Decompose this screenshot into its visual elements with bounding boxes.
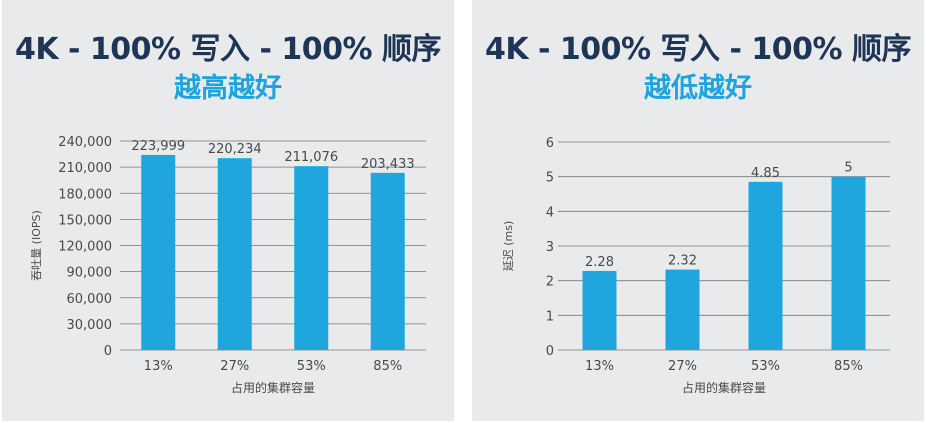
y-tick-label: 210,000	[58, 161, 112, 176]
y-tick-label: 30,000	[67, 318, 113, 333]
chart-subtitle: 越高越好	[174, 73, 282, 104]
bar-value-label: 5	[844, 161, 852, 176]
y-tick-label: 1	[546, 309, 554, 324]
chart-subtitle: 越低越好	[644, 73, 752, 104]
x-axis-title: 占用的集群容量	[231, 380, 315, 395]
bar	[217, 158, 252, 350]
bar-value-label: 211,076	[284, 150, 338, 165]
y-tick-label: 5	[546, 171, 554, 186]
x-tick-label: 27%	[668, 359, 697, 374]
y-tick-label: 0	[546, 344, 554, 359]
bar	[831, 176, 866, 350]
bar-value-label: 203,433	[361, 157, 415, 172]
y-tick-label: 0	[104, 344, 112, 359]
y-tick-label: 150,000	[58, 213, 112, 228]
x-axis-title: 占用的集群容量	[682, 380, 766, 395]
bar-value-label: 2.28	[585, 255, 614, 270]
y-tick-label: 6	[546, 136, 554, 151]
x-tick-label: 85%	[373, 359, 402, 374]
y-tick-label: 240,000	[58, 135, 112, 150]
bar	[665, 269, 700, 350]
x-tick-label: 53%	[297, 359, 326, 374]
x-tick-label: 27%	[220, 359, 249, 374]
x-tick-label: 53%	[751, 359, 780, 374]
y-tick-label: 60,000	[67, 292, 113, 307]
bar	[141, 154, 176, 350]
x-tick-label: 85%	[834, 359, 863, 374]
y-tick-label: 90,000	[67, 266, 113, 281]
bar	[370, 172, 405, 350]
x-tick-label: 13%	[585, 359, 614, 374]
y-tick-label: 2	[546, 275, 554, 290]
y-axis-title: 延迟 (ms)	[502, 221, 515, 272]
y-tick-label: 4	[546, 205, 554, 220]
y-tick-label: 120,000	[58, 240, 112, 255]
latency-chart: 0 1 2 3 4 5 6 2.28 13% 2.32 27% 4.85 53% 5 85% 占用的集群容量 延…	[502, 136, 890, 395]
bar-value-label: 223,999	[131, 139, 185, 154]
chart-title: 4K - 100% 写入 - 100% 顺序	[14, 32, 442, 67]
bar	[294, 166, 329, 350]
bar	[582, 270, 617, 350]
y-tick-label: 180,000	[58, 187, 112, 202]
bar	[748, 181, 783, 350]
chart-title: 4K - 100% 写入 - 100% 顺序	[484, 32, 912, 67]
x-tick-label: 13%	[144, 359, 173, 374]
chart-panel-latency: 4K - 100% 写入 - 100% 顺序 越低越好 0 1 2 3 4 5 6 2.28 1…	[472, 0, 924, 421]
bar-value-label: 2.32	[668, 254, 697, 269]
bar-value-label: 4.85	[751, 166, 780, 181]
throughput-chart: 0 30,000 60,000 90,000 120,000 150,000 180,000…	[30, 135, 426, 395]
chart-panel-throughput: 4K - 100% 写入 - 100% 顺序 越高越好 0 30,000 60,00…	[2, 0, 454, 421]
bar-value-label: 220,234	[208, 142, 262, 157]
y-axis-title: 吞吐量 (IOPS)	[30, 210, 43, 281]
y-tick-label: 3	[546, 240, 554, 255]
